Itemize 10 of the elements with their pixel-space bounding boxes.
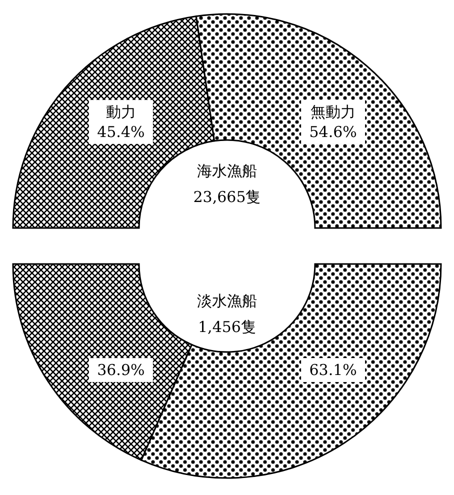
text: 海水漁船 [197,162,257,180]
data-label: 54.6% [309,122,357,141]
data-label: 63.1% [309,361,357,380]
data-label: 36.9% [97,361,145,380]
slice-label: 無動力 [310,102,356,121]
data-label: 45.4% [97,122,145,141]
text: 23,665隻 [193,188,261,206]
text: 1,456隻 [198,318,256,336]
slice-label: 動力 [106,102,136,121]
text: 淡水漁船 [197,292,257,310]
